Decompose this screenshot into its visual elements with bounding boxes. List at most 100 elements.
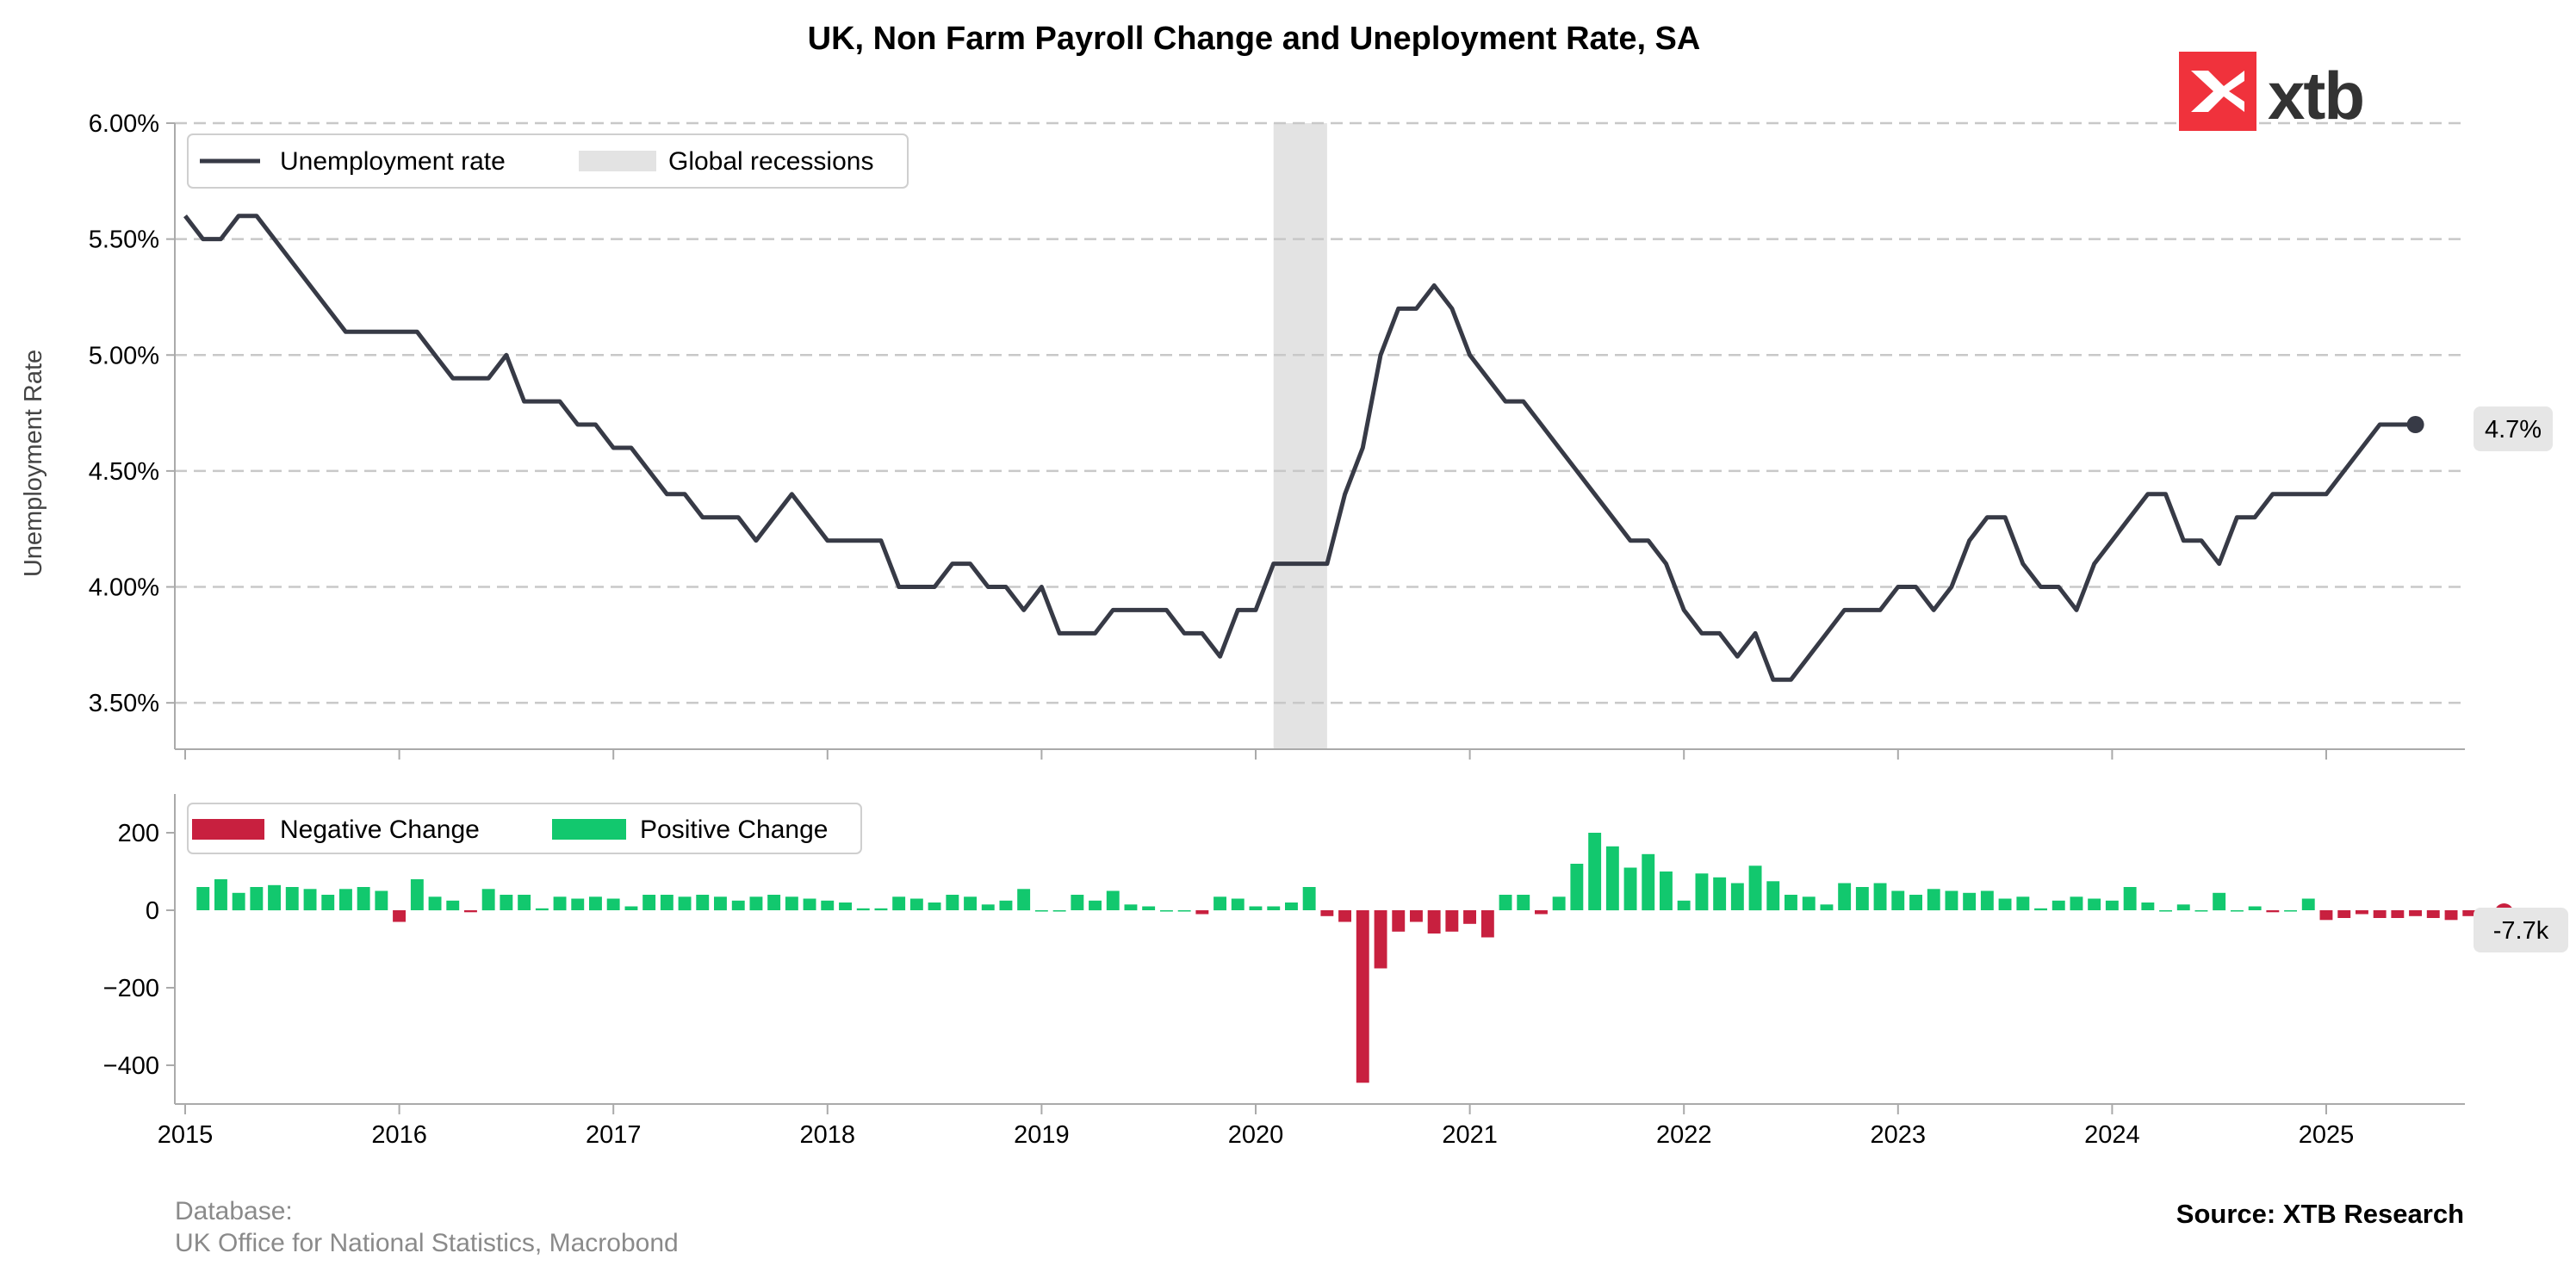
positive-change-bar — [856, 908, 870, 911]
positive-change-bar — [767, 895, 781, 910]
positive-change-bar — [410, 879, 424, 910]
top-y-tick-label: 5.50% — [89, 226, 159, 254]
positive-change-bar — [1748, 865, 1762, 911]
positive-change-bar — [481, 889, 495, 911]
top-y-axis-ticks: 3.50% 4.00% 4.50% 5.00% 5.50% 6.00% — [89, 110, 175, 717]
negative-change-bar — [464, 910, 477, 913]
x-tick-label: 2017 — [586, 1121, 642, 1149]
payroll-last-value-badge — [2474, 908, 2568, 952]
legend-negative-label: Negative Change — [280, 816, 480, 844]
positive-change-bar — [1642, 853, 1655, 911]
negative-change-bar — [2409, 910, 2422, 916]
positive-change-bar — [2284, 910, 2297, 912]
positive-change-bar — [839, 903, 852, 910]
legend-positive-label: Positive Change — [640, 816, 828, 844]
positive-change-bar — [1927, 889, 1940, 911]
negative-change-bar — [2319, 910, 2333, 921]
positive-change-bar — [535, 908, 549, 911]
negative-change-bar — [1410, 910, 1423, 922]
positive-change-bar — [1766, 881, 1780, 911]
positive-change-bar — [2105, 900, 2119, 911]
positive-change-bar — [642, 895, 656, 910]
positive-change-bar — [2141, 903, 2155, 910]
legend-positive-swatch — [552, 819, 626, 840]
negative-change-bar — [2444, 910, 2458, 921]
x-tick-label: 2022 — [1656, 1121, 1712, 1149]
positive-change-bar — [2070, 896, 2083, 911]
positive-change-bar — [1980, 890, 1994, 910]
positive-change-bar — [1623, 867, 1637, 910]
positive-change-bar — [1106, 890, 1120, 910]
xtb-logo-mark — [2179, 52, 2256, 131]
bottom-y-tick-label: −400 — [103, 1052, 159, 1080]
positive-change-bar — [250, 887, 264, 910]
positive-change-bar — [999, 900, 1013, 911]
x-tick-label: 2015 — [158, 1121, 214, 1149]
positive-change-bar — [1285, 903, 1298, 910]
positive-change-bar — [1891, 890, 1905, 910]
positive-change-bar — [1605, 846, 1619, 911]
positive-change-bar — [714, 896, 727, 911]
database-label: Database: — [175, 1197, 293, 1225]
positive-change-bar — [1660, 872, 1673, 910]
negative-change-bar — [2462, 910, 2476, 916]
positive-change-bar — [1998, 898, 2012, 910]
positive-change-bar — [606, 898, 620, 910]
positive-change-bar — [1873, 883, 1887, 910]
top-y-tick-label: 4.00% — [89, 574, 159, 602]
xtb-logo: xtb — [2179, 52, 2377, 133]
positive-change-bar — [1552, 896, 1566, 911]
positive-change-bar — [1267, 906, 1281, 910]
unemployment-panel: 3.50% 4.00% 4.50% 5.00% 5.50% 6.00% Unemploym… — [20, 110, 2553, 760]
positive-change-bar — [446, 900, 460, 911]
source-note: Source: XTB Research — [2176, 1199, 2464, 1229]
legend-recession-label: Global recessions — [668, 147, 873, 176]
unemployment-last-point — [2406, 416, 2424, 434]
positive-change-bar — [1517, 895, 1530, 910]
positive-change-bar — [2016, 896, 2030, 911]
positive-change-bar — [1695, 873, 1709, 911]
positive-change-bar — [928, 903, 941, 910]
positive-change-bar — [1017, 889, 1031, 911]
positive-change-bar — [1713, 877, 1727, 911]
positive-change-bar — [1177, 910, 1191, 912]
negative-change-bar — [1427, 910, 1441, 934]
positive-change-bar — [1124, 904, 1138, 911]
positive-change-bar — [660, 895, 673, 910]
positive-change-bar — [678, 896, 692, 911]
legend-recession-swatch — [579, 151, 656, 171]
database-note: Database: UK Office for National Statist… — [175, 1195, 679, 1259]
positive-change-bar — [1588, 833, 1602, 910]
negative-change-bar — [2391, 910, 2405, 918]
positive-change-bar — [2088, 898, 2101, 910]
positive-change-bar — [1909, 895, 1922, 910]
positive-change-bar — [2051, 900, 2065, 911]
x-tick-label: 2024 — [2084, 1121, 2140, 1149]
positive-change-bar — [731, 900, 745, 911]
positive-change-bar — [375, 890, 388, 910]
positive-change-bar — [2034, 908, 2047, 911]
top-x-axis-ticks — [184, 749, 2327, 760]
bottom-y-axis-ticks: −400 −200 0 200 — [103, 820, 175, 1080]
positive-change-bar — [981, 904, 995, 911]
positive-change-bar — [232, 892, 245, 911]
negative-change-bar — [1374, 910, 1387, 969]
negative-change-bar — [1535, 910, 1548, 915]
legend-negative-swatch — [192, 819, 264, 840]
negative-change-bar — [2426, 910, 2440, 918]
negative-change-bar — [1320, 910, 1334, 916]
positive-change-bar — [214, 879, 227, 910]
positive-change-bar — [589, 896, 602, 911]
positive-change-bar — [1231, 898, 1245, 910]
positive-change-bar — [2194, 910, 2208, 912]
top-legend: Unemployment rate Global recessions — [187, 133, 909, 189]
positive-change-bar — [428, 896, 442, 911]
positive-change-bar — [946, 895, 959, 910]
negative-change-bar — [1195, 910, 1209, 915]
x-tick-label: 2021 — [1442, 1121, 1498, 1149]
bottom-y-tick-label: 0 — [146, 897, 159, 925]
positive-change-bar — [696, 895, 710, 910]
positive-change-bar — [571, 898, 585, 910]
positive-change-bar — [2123, 887, 2137, 910]
negative-change-bar — [2266, 910, 2280, 913]
